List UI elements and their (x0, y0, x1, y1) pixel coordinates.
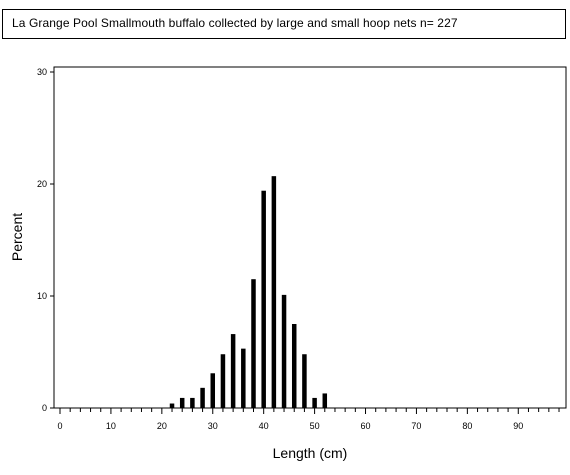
x-axis: 0 10 20 30 40 50 60 70 80 90 (57, 408, 560, 431)
plot-frame (53, 66, 567, 409)
bar (302, 354, 307, 408)
bar (271, 176, 277, 408)
x-tick-label: 50 (310, 421, 320, 431)
x-tick-label: 20 (157, 421, 167, 431)
bar (210, 373, 216, 408)
x-tick-label: 60 (361, 421, 371, 431)
y-tick-label: 30 (37, 67, 47, 77)
x-tick-label: 0 (57, 421, 62, 431)
y-axis-title: Percent (9, 213, 25, 261)
chart-title-box: La Grange Pool Smallmouth buffalo collec… (2, 9, 566, 39)
bar (291, 324, 297, 408)
y-axis: 0 10 20 30 (37, 67, 54, 413)
bar (169, 403, 175, 408)
x-axis-title: Length (cm) (273, 445, 348, 461)
x-tick-label: 70 (411, 421, 421, 431)
bar (190, 397, 195, 408)
y-tick-label: 10 (37, 291, 47, 301)
bar (251, 279, 256, 408)
bar (200, 387, 205, 408)
bar (230, 334, 236, 408)
bar (179, 397, 185, 408)
bars (169, 176, 328, 408)
bar (241, 348, 246, 408)
bar (220, 354, 226, 408)
x-tick-label: 10 (106, 421, 116, 431)
bar (261, 190, 266, 408)
bar (322, 393, 328, 408)
x-tick-label: 40 (259, 421, 269, 431)
bar (312, 397, 317, 408)
x-tick-label: 80 (462, 421, 472, 431)
chart-title: La Grange Pool Smallmouth buffalo collec… (12, 16, 458, 30)
y-tick-label: 0 (42, 403, 47, 413)
bar (281, 294, 287, 408)
y-tick-label: 20 (37, 179, 47, 189)
x-tick-label: 90 (513, 421, 523, 431)
x-tick-label: 30 (208, 421, 218, 431)
